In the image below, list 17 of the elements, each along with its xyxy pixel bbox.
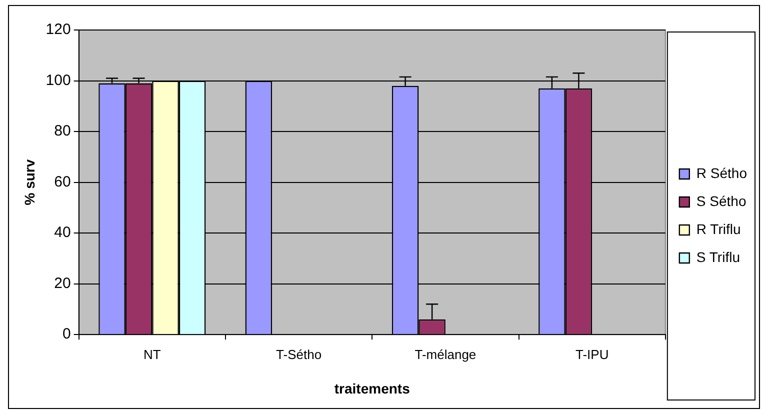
legend-label: R Sétho <box>696 164 748 181</box>
x-tick-label: T-Sétho <box>276 346 322 362</box>
y-tick-label: 80 <box>54 122 71 140</box>
legend-label: R Triflu <box>696 220 741 237</box>
y-tick-label: 120 <box>46 21 71 38</box>
x-tick-label: T-IPU <box>575 346 609 362</box>
x-tick-label: NT <box>143 346 161 362</box>
y-tick-label: 0 <box>62 326 71 343</box>
x-axis-title: traitements <box>334 380 410 396</box>
y-tick-label: 100 <box>46 72 71 89</box>
legend-label: S Triflu <box>696 248 740 265</box>
x-tick-label: T-mélange <box>414 346 476 362</box>
legend-label: S Sétho <box>696 192 746 209</box>
y-tick-label: 60 <box>54 173 71 190</box>
y-axis-title: % surv <box>21 159 38 206</box>
y-tick-label: 20 <box>54 274 71 292</box>
y-tick-label: 40 <box>54 224 71 242</box>
